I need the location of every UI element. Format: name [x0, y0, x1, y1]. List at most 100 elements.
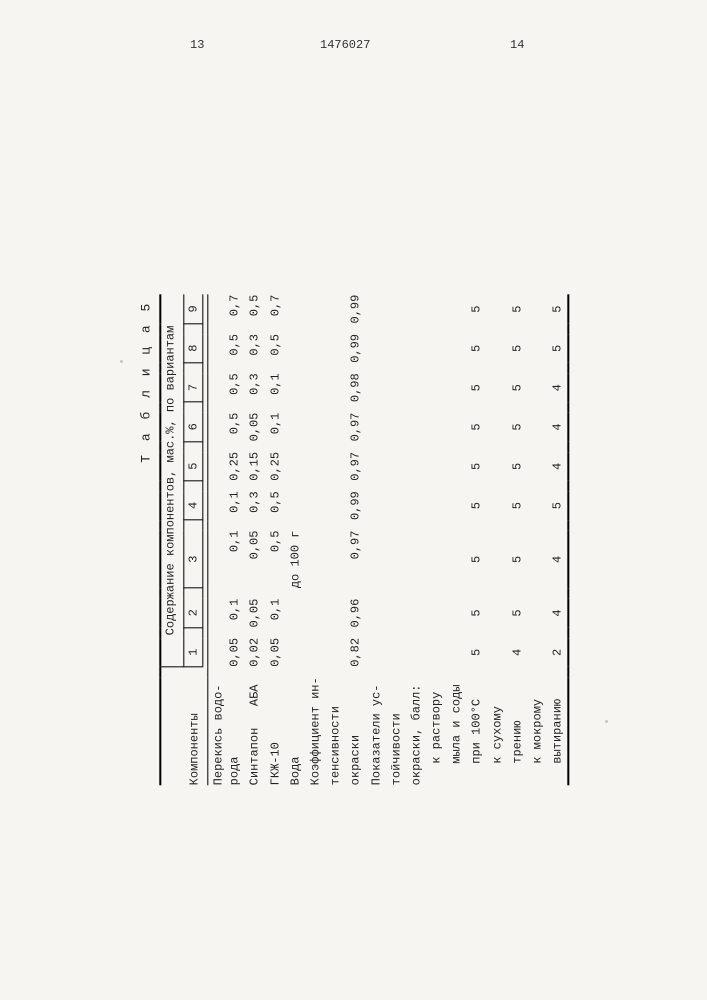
cell-value: 0,25: [265, 452, 285, 481]
cell-value: 0,99: [346, 334, 366, 363]
cell-value: 5: [507, 599, 527, 628]
page-number-right: 14: [510, 38, 524, 52]
row-label: мыла и соды: [447, 677, 467, 785]
cell-value: 0,25: [208, 452, 245, 481]
cell-value: [285, 491, 305, 520]
cell-value: 4: [548, 452, 569, 481]
col-number: 1: [184, 638, 203, 667]
cell-value: 0,1: [265, 373, 285, 402]
row-label: Вода: [285, 677, 305, 785]
cell-value: 5: [507, 413, 527, 442]
col-header-components: Компоненты: [160, 677, 203, 785]
cell-value: 0,5: [208, 413, 245, 442]
row-label: окраски, балл:: [406, 677, 426, 785]
cell-value: 0,1: [208, 599, 245, 628]
cell-value: 4: [548, 413, 569, 442]
cell-value: 4: [548, 531, 569, 589]
cell-value: 0,05: [245, 531, 265, 589]
cell-value: 5: [507, 491, 527, 520]
cell-value: 0,5: [208, 373, 245, 402]
col-number: 7: [184, 373, 203, 402]
col-number: 4: [184, 491, 203, 520]
cell-value: [285, 373, 305, 402]
cell-value: 2: [548, 638, 569, 667]
cell-value: 0,5: [208, 334, 245, 363]
cell-value: 5: [467, 413, 487, 442]
cell-value: 5: [467, 491, 487, 520]
row-label: Синтапон АБА: [245, 677, 265, 785]
cell-value: 5: [467, 452, 487, 481]
cell-value: 4: [548, 599, 569, 628]
col-number: 5: [184, 452, 203, 481]
cell-value: 5: [548, 295, 569, 324]
cell-value: 0,3: [245, 491, 265, 520]
cell-value: 0,96: [346, 599, 366, 628]
row-label: Перекись водо- рода: [208, 677, 245, 785]
cell-value: 0,5: [265, 334, 285, 363]
cell-value: 5: [548, 491, 569, 520]
col-number: 8: [184, 334, 203, 363]
row-label: при 100°С: [467, 677, 487, 785]
cell-value: [285, 413, 305, 442]
col-number: 9: [184, 295, 203, 324]
row-label: вытиранию: [548, 677, 569, 785]
cell-value: 0,05: [208, 638, 245, 667]
cell-value: 5: [507, 373, 527, 402]
cell-value: 5: [467, 334, 487, 363]
row-label: трению: [507, 677, 527, 785]
cell-value: [285, 295, 305, 324]
cell-value: 5: [467, 373, 487, 402]
row-label: к сухому: [487, 677, 507, 785]
cell-value: 0,15: [245, 452, 265, 481]
row-label: Коэффициент ин-: [305, 677, 325, 785]
cell-value: 0,5: [245, 295, 265, 324]
cell-value: 0,1: [208, 531, 245, 589]
cell-value: 5: [467, 531, 487, 589]
cell-value: 0,05: [265, 638, 285, 667]
cell-value: 0,3: [245, 373, 265, 402]
table-label: Т а б л и ц а 5: [138, 301, 153, 786]
cell-value: 5: [507, 295, 527, 324]
cell-value: 0,99: [346, 491, 366, 520]
cell-value: 4: [507, 638, 527, 667]
row-label: тенсивности: [325, 677, 345, 785]
data-table: Компоненты Содержание компонентов, мас.%,…: [159, 295, 569, 786]
row-label: к мокрому: [527, 677, 547, 785]
cell-value: 5: [467, 599, 487, 628]
cell-value: 0,97: [346, 413, 366, 442]
row-label: к раствору: [426, 677, 446, 785]
cell-value: 5: [467, 638, 487, 667]
cell-value: [285, 452, 305, 481]
cell-value: 0,05: [245, 599, 265, 628]
cell-value: 0,5: [265, 531, 285, 589]
col-number: 6: [184, 413, 203, 442]
row-label: окраски: [346, 677, 366, 785]
cell-value: 0,98: [346, 373, 366, 402]
cell-value: 0,05: [245, 413, 265, 442]
cell-value: 5: [507, 334, 527, 363]
cell-value: 0,1: [265, 413, 285, 442]
cell-value: 0,1: [208, 491, 245, 520]
cell-value: 0,1: [265, 599, 285, 628]
cell-value: 0,82: [346, 638, 366, 667]
cell-value: 0,7: [208, 295, 245, 324]
cell-value: 0,97: [346, 531, 366, 589]
row-label: Показатели ус-: [366, 677, 386, 785]
page-number-left: 13: [190, 38, 204, 52]
col-header-group: Содержание компонентов, мас.%, по вариан…: [160, 295, 179, 667]
cell-value: 4: [548, 373, 569, 402]
row-label: тойчивости: [386, 677, 406, 785]
row-label: ГКЖ-10: [265, 677, 285, 785]
cell-value: 0,3: [245, 334, 265, 363]
cell-value: 0,99: [346, 295, 366, 324]
cell-value: 0,02: [245, 638, 265, 667]
cell-value: [285, 334, 305, 363]
cell-value: до 100 г: [285, 531, 305, 589]
cell-value: [285, 638, 305, 667]
cell-value: 0,97: [346, 452, 366, 481]
cell-value: 5: [467, 295, 487, 324]
cell-value: 5: [548, 334, 569, 363]
col-number: 3: [184, 531, 203, 589]
col-number: 2: [184, 599, 203, 628]
document-id: 1476027: [320, 38, 370, 52]
